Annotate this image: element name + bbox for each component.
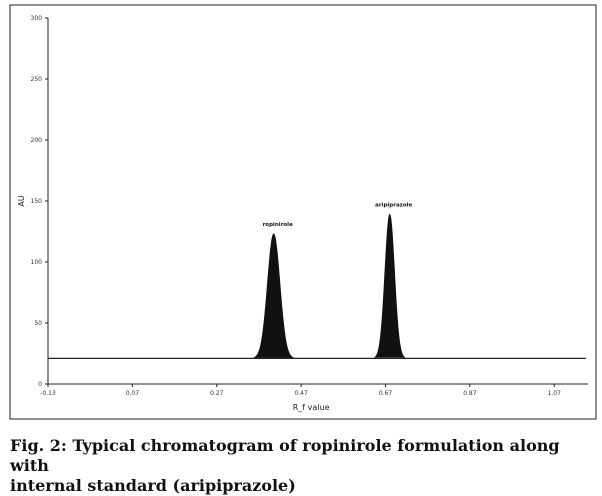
caption-line-1: Fig. 2: Typical chromatogram of ropiniro… (10, 436, 560, 475)
x-tick-label: -0.13 (40, 390, 56, 397)
plot-area: 0 50 100 150 200 250 300 -0.13 0.07 0.27 0.47 0.67 0… (17, 15, 588, 412)
y-tick-label: 0 (38, 381, 42, 388)
x-tick-label: 1.07 (548, 390, 562, 397)
figure-caption: Fig. 2: Typical chromatogram of ropiniro… (10, 436, 598, 496)
y-tick-label: 100 (31, 259, 43, 266)
y-tick-label: 150 (31, 198, 43, 205)
x-tick-label: 0.27 (210, 390, 224, 397)
y-tick-label: 200 (31, 137, 43, 144)
chart-frame (9, 4, 597, 420)
x-tick-label: 0.87 (463, 390, 477, 397)
x-tick-label: 0.07 (126, 390, 140, 397)
x-tick-label: 0.47 (294, 390, 308, 397)
peak-aripiprazole (373, 213, 406, 358)
figure: 0 50 100 150 200 250 300 -0.13 0.07 0.27 0.47 0.67 0… (9, 4, 597, 495)
y-tick-label: 300 (31, 15, 43, 22)
x-axis-title: R_f value (293, 403, 330, 412)
chromatogram-chart: 0 50 100 150 200 250 300 -0.13 0.07 0.27 0.47 0.67 0… (9, 4, 597, 420)
y-tick-label: 250 (31, 76, 43, 83)
peak-ropinirole (252, 233, 295, 358)
y-axis-title: AU (17, 195, 26, 206)
peak-label-aripiprazole: aripiprazole (375, 202, 412, 208)
peak-label-ropinirole: ropinirole (263, 222, 293, 228)
y-tick-label: 50 (34, 320, 42, 327)
x-tick-label: 0.67 (379, 390, 393, 397)
